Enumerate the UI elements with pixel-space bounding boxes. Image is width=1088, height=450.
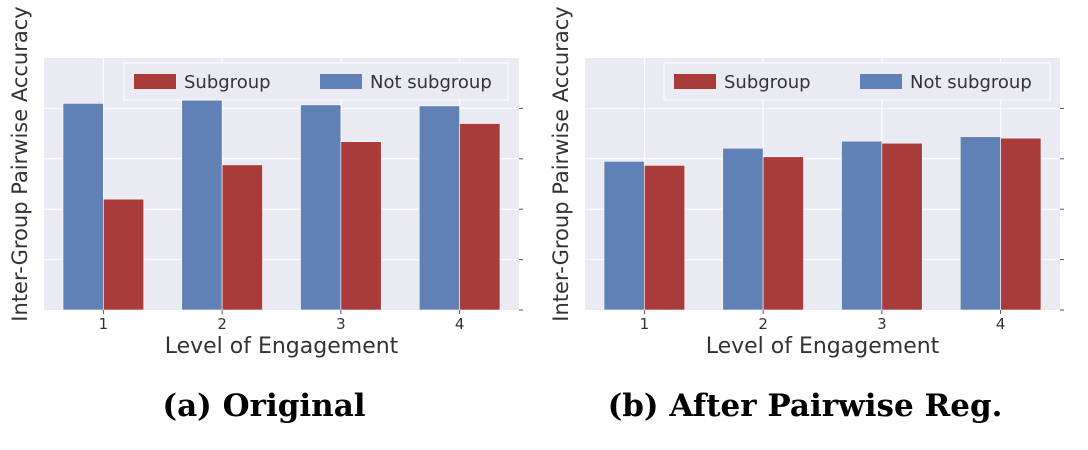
xtick-label: 2 (758, 315, 768, 333)
bar-not-subgroup-4 (418, 105, 460, 311)
legend-box (663, 62, 1051, 101)
bar-not-subgroup-2 (722, 147, 764, 311)
legend-label-subgroup: Subgroup (184, 72, 271, 93)
x-axis-label: Level of Engagement (165, 334, 399, 359)
legend-swatch-not-subgroup (860, 74, 902, 89)
bar-not-subgroup-1 (603, 161, 645, 311)
bar-subgroup-4 (459, 123, 501, 311)
xtick-label: 4 (996, 315, 1006, 333)
y-axis-label: Inter-Group Pairwise Accuracy (549, 6, 573, 321)
bar-not-subgroup-4 (959, 136, 1001, 311)
legend: Subgroup Not subgroup (663, 62, 1051, 101)
bar-subgroup-1 (103, 198, 145, 311)
xtick-label: 1 (640, 315, 650, 333)
legend-swatch-subgroup (674, 74, 716, 89)
legend-label-not-subgroup: Not subgroup (910, 72, 1032, 93)
bar-subgroup-1 (644, 165, 686, 311)
xtick-label: 2 (217, 315, 227, 333)
legend-swatch-subgroup (134, 74, 176, 89)
bar-subgroup-2 (221, 164, 263, 311)
caption-after-pairwise-reg: (b) After Pairwise Reg. (607, 388, 1003, 424)
legend: Subgroup Not subgroup (123, 62, 509, 101)
bar-subgroup-3 (881, 142, 923, 311)
legend-label-not-subgroup: Not subgroup (370, 72, 492, 93)
xtick-label: 3 (336, 315, 346, 333)
xtick-label: 3 (877, 315, 887, 333)
caption-original: (a) Original (162, 388, 366, 424)
bar-not-subgroup-2 (181, 99, 223, 311)
bar-not-subgroup-3 (841, 140, 883, 311)
legend-box (123, 62, 509, 101)
bar-subgroup-4 (1000, 137, 1042, 311)
bar-not-subgroup-3 (300, 104, 342, 311)
bar-not-subgroup-1 (62, 103, 104, 311)
legend-swatch-not-subgroup (320, 74, 362, 89)
xtick-label: 4 (455, 315, 465, 333)
xtick-label: 1 (99, 315, 109, 333)
chart-panel-after-pairwise-reg: 1 2 3 4 Level of Engagement Inter-Group Pairw… (549, 6, 1064, 359)
legend-label-subgroup: Subgroup (724, 72, 811, 93)
x-axis-label: Level of Engagement (706, 334, 940, 359)
bar-subgroup-2 (762, 156, 804, 311)
y-axis-label: Inter-Group Pairwise Accuracy (8, 6, 32, 321)
chart-panel-original: 1 2 3 4 Level of Engagement Inter-Group Pairw… (8, 6, 523, 359)
bar-subgroup-3 (340, 141, 382, 311)
